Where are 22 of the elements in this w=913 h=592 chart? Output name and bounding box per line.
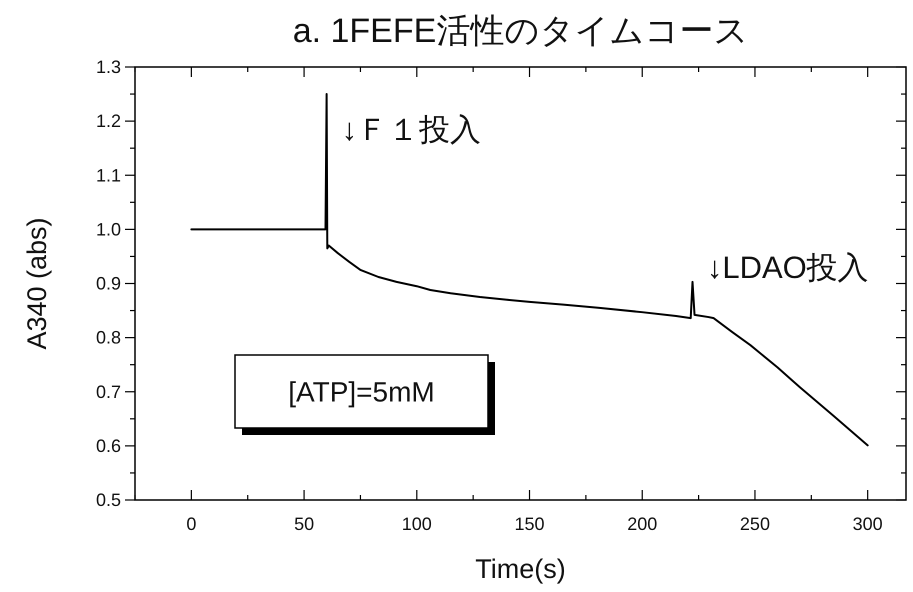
y-tick-label: 0.7	[96, 382, 121, 402]
y-tick-label: 1.0	[96, 219, 121, 240]
x-tick-label: 300	[852, 514, 883, 534]
x-tick-label: 250	[740, 514, 770, 534]
annotation: [ATP]=5mM	[288, 376, 435, 408]
x-axis-title: Time(s)	[475, 554, 566, 584]
x-tick-label: 50	[294, 514, 314, 534]
x-tick-label: 0	[186, 514, 196, 534]
y-tick-label: 0.8	[96, 328, 121, 348]
y-tick-label: 0.9	[96, 274, 121, 294]
y-tick-label: 1.1	[96, 165, 121, 186]
x-tick-label: 200	[627, 514, 658, 534]
x-tick-label: 150	[514, 514, 545, 534]
y-tick-label: 0.5	[96, 490, 121, 510]
annotation: ↓Ｆ１投入	[342, 112, 482, 148]
x-tick-label: 100	[402, 514, 432, 534]
y-tick-label: 1.2	[96, 111, 121, 132]
chart-title: a. 1FEFE活性のタイムコース	[292, 12, 748, 50]
y-tick-label: 1.3	[96, 57, 121, 77]
y-axis-title: A340 (abs)	[22, 217, 52, 350]
y-tick-label: 0.6	[96, 436, 121, 456]
annotation: ↓LDAO投入	[706, 250, 869, 285]
